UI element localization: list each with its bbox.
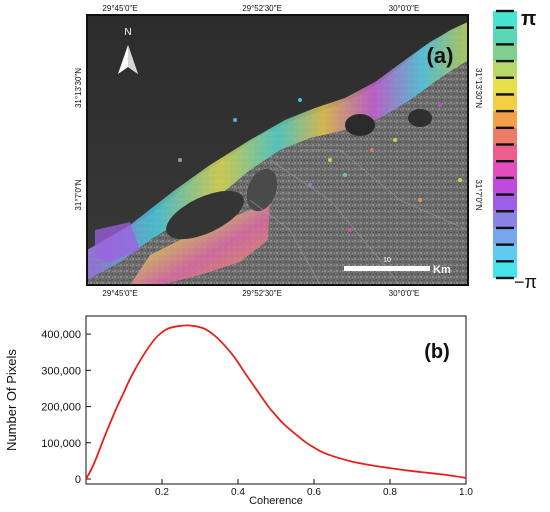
scale-bar: 10 Km (344, 257, 451, 276)
phase-color-swatch (493, 244, 517, 262)
scale-unit: Km (433, 264, 451, 276)
phase-scale-tick (496, 143, 514, 146)
phase-color-swatch (493, 144, 517, 162)
x-tick-label: 0.6 (307, 487, 321, 498)
phase-scale-tick (496, 59, 514, 63)
phase-color-swatch (493, 11, 517, 28)
map-frame (86, 14, 469, 286)
top-tick-label: 29°45'0"E (102, 4, 137, 13)
x-axis: 0.2 0.4 0.6 0.8 1.0 (155, 479, 473, 498)
y-tick-label: 400,000 (41, 329, 81, 341)
phase-scale-tick (496, 109, 514, 113)
x-tick-label: 0.4 (231, 487, 245, 498)
panel-a-label: (a) (427, 43, 454, 68)
y-axis: 0 100,000 200,000 300,000 400,000 (41, 329, 91, 486)
phase-color-swatch (493, 127, 517, 145)
right-tick-label: 31°13'30"N (474, 68, 483, 108)
x-tick-label: 0.8 (383, 487, 397, 498)
y-axis-label: Number Of Pixels (4, 349, 19, 451)
phase-scale-tick (496, 260, 514, 263)
phase-color-swatch (493, 227, 517, 245)
north-arrow-icon (118, 45, 138, 74)
phase-color-swatch (493, 177, 517, 195)
phase-scale-tick (496, 76, 514, 79)
left-tick-label: 31°7'0"N (74, 179, 83, 210)
x-tick-label: 0.2 (155, 487, 169, 498)
panel-b-label: (b) (424, 341, 450, 363)
phase-scale-tick (496, 126, 514, 130)
y-tick-label: 100,000 (41, 438, 81, 450)
bottom-tick-label: 30°0'0"E (389, 289, 420, 298)
phase-max-label: π (521, 8, 536, 30)
phase-min-label: −π (514, 272, 537, 292)
phase-scale-tick (496, 276, 514, 280)
interferogram-map-panel: N (a) 10 Km 29°45'0"E 29°52'30"E 30°0'0"… (74, 4, 537, 298)
y-tick-label: 300,000 (41, 365, 81, 377)
phase-scale-tick (496, 210, 514, 213)
phase-scale-tick (496, 243, 514, 246)
phase-color-swatch (493, 94, 517, 112)
north-label: N (124, 27, 131, 38)
phase-scale-tick (496, 93, 514, 96)
phase-color-swatch (493, 161, 517, 178)
phase-scale-tick (496, 159, 514, 163)
phase-color-swatch (493, 44, 517, 62)
phase-color-swatch (493, 77, 517, 95)
phase-scale-tick (496, 176, 514, 180)
phase-color-swatch (493, 111, 517, 128)
phase-scale-tick (496, 226, 514, 230)
right-tick-label: 31°7'0"N (474, 179, 483, 210)
phase-color-scale (493, 9, 517, 280)
phase-scale-tick (496, 9, 514, 13)
phase-color-swatch (493, 211, 517, 228)
x-tick-label: 1.0 (459, 487, 473, 498)
y-tick-label: 0 (75, 474, 81, 486)
bottom-tick-label: 29°52'30"E (242, 289, 282, 298)
phase-color-swatch (493, 61, 517, 78)
phase-scale-tick (496, 43, 514, 46)
map-image (87, 15, 468, 285)
bottom-tick-label: 29°45'0"E (102, 289, 137, 298)
top-tick-label: 30°0'0"E (389, 4, 420, 13)
phase-scale-tick (496, 26, 514, 29)
plot-frame (85, 315, 467, 485)
y-tick-label: 200,000 (41, 402, 81, 414)
left-tick-label: 31°13'30"N (74, 68, 83, 108)
coherence-series-line (85, 324, 467, 480)
top-tick-label: 29°52'30"E (242, 4, 282, 13)
phase-color-swatch (493, 261, 517, 278)
scale-value: 10 (383, 257, 391, 264)
phase-color-swatch (493, 194, 517, 212)
phase-scale-tick (496, 193, 514, 196)
phase-color-swatch (493, 27, 517, 45)
x-axis-label: Coherence (249, 495, 303, 507)
